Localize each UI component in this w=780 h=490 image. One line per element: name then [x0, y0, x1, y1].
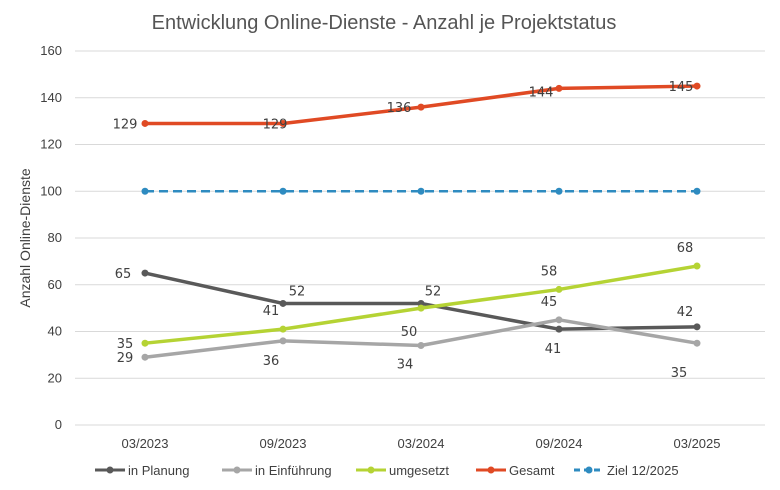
x-tick-label: 03/2024	[398, 436, 445, 451]
data-label: 58	[541, 264, 558, 279]
x-tick-label: 03/2023	[122, 436, 169, 451]
data-label: 35	[671, 366, 688, 381]
data-label: 129	[113, 117, 138, 132]
data-label: 136	[387, 101, 412, 116]
data-label: 65	[115, 267, 132, 282]
data-point	[141, 187, 149, 195]
legend: in Planung in Einführung umgesetzt Gesamt Zi…	[95, 463, 679, 478]
data-point	[279, 299, 287, 307]
x-tick-label: 09/2024	[536, 436, 583, 451]
y-tick-label: 80	[48, 230, 62, 245]
x-tick-label: 09/2023	[260, 436, 307, 451]
data-point	[555, 187, 563, 195]
data-point	[141, 353, 149, 361]
data-point	[693, 339, 701, 347]
data-point	[279, 325, 287, 333]
data-point	[417, 304, 425, 312]
y-tick-label: 0	[55, 417, 62, 432]
data-label: 129	[263, 117, 288, 132]
data-label: 41	[263, 304, 280, 319]
data-label: 45	[541, 295, 558, 310]
data-label: 35	[117, 337, 134, 352]
y-axis-title: Anzahl Online-Dienste	[17, 168, 33, 308]
data-labels: 65 52 52 41 42 29 36 34 45 35 35 41 50 58 68 129 129 136 1…	[113, 80, 694, 381]
data-point	[693, 82, 701, 90]
x-axis-ticks: 03/2023 09/2023 03/2024 09/2024 03/2025	[122, 436, 721, 451]
data-label: 34	[397, 358, 414, 373]
y-tick-label: 140	[40, 90, 62, 105]
data-label: 145	[669, 80, 694, 95]
data-point	[417, 187, 425, 195]
series-lines	[141, 82, 701, 361]
series-3	[141, 82, 701, 127]
data-point	[693, 262, 701, 270]
data-point	[417, 103, 425, 111]
y-axis-ticks: 0 20 40 60 80 100 120 140 160	[40, 43, 62, 432]
legend-marker	[367, 466, 375, 474]
legend-label: Gesamt	[509, 463, 555, 478]
data-label: 50	[401, 325, 418, 340]
chart-title: Entwicklung Online-Dienste - Anzahl je P…	[152, 12, 617, 34]
y-tick-label: 60	[48, 277, 62, 292]
legend-label: Ziel 12/2025	[607, 463, 679, 478]
legend-label: umgesetzt	[389, 463, 449, 478]
data-label: 41	[545, 342, 562, 357]
legend-item: umgesetzt	[356, 463, 449, 478]
data-label: 42	[677, 305, 694, 320]
data-point	[693, 187, 701, 195]
data-label: 52	[289, 284, 306, 299]
y-tick-label: 120	[40, 137, 62, 152]
data-point	[141, 339, 149, 347]
data-point	[279, 187, 287, 195]
series-4	[141, 187, 701, 195]
series-1	[141, 316, 701, 361]
legend-item: in Einführung	[222, 463, 332, 478]
data-label: 144	[529, 85, 554, 100]
legend-marker	[233, 466, 241, 474]
data-point	[555, 325, 563, 333]
y-tick-label: 20	[48, 370, 62, 385]
series-2	[141, 262, 701, 347]
y-tick-label: 160	[40, 43, 62, 58]
y-tick-label: 40	[48, 324, 62, 339]
legend-marker	[487, 466, 495, 474]
data-label: 52	[425, 284, 442, 299]
y-tick-label: 100	[40, 183, 62, 198]
legend-item: Gesamt	[476, 463, 555, 478]
legend-marker	[585, 466, 593, 474]
data-point	[141, 269, 149, 277]
data-label: 68	[677, 241, 694, 256]
data-point	[279, 337, 287, 345]
data-point	[555, 84, 563, 92]
legend-label: in Planung	[128, 463, 189, 478]
series-line	[144, 318, 698, 359]
x-tick-label: 03/2025	[674, 436, 721, 451]
data-point	[417, 342, 425, 350]
legend-item: Ziel 12/2025	[574, 463, 679, 478]
legend-item: in Planung	[95, 463, 189, 478]
legend-label: in Einführung	[255, 463, 332, 478]
data-point	[555, 285, 563, 293]
data-point	[141, 119, 149, 127]
data-label: 36	[263, 354, 280, 369]
legend-marker	[106, 466, 114, 474]
data-point	[279, 119, 287, 127]
data-label: 29	[117, 351, 134, 366]
data-point	[693, 323, 701, 331]
data-point	[555, 316, 563, 324]
